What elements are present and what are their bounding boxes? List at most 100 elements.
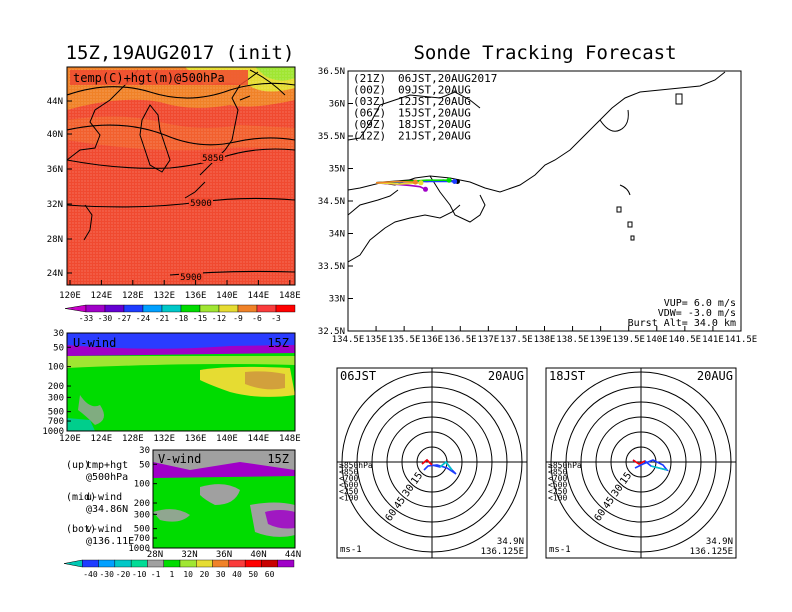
hodo-level-label: <250 xyxy=(339,487,358,496)
hodo-level-label: <100 xyxy=(339,494,358,503)
uwind-p-label: 200 xyxy=(48,382,64,392)
wind-colorbar-swatch xyxy=(196,559,213,568)
wind-colorbar-swatch xyxy=(277,559,295,568)
uwind-lon-label: 148E xyxy=(279,434,301,444)
map500-lat-label: 36N xyxy=(47,165,63,175)
uwind-lon-label: 140E xyxy=(216,434,238,444)
temp-colorbar-swatch xyxy=(256,304,277,313)
hodo-trace-mid xyxy=(650,465,668,471)
track-legend-time: 12JST,20AUG xyxy=(398,95,471,108)
side-note-value: u-wind xyxy=(86,492,122,503)
wind-colorbar-label: -40 xyxy=(83,570,98,579)
temp-colorbar-swatch xyxy=(199,304,220,313)
side-note-value: v-wind xyxy=(86,524,122,535)
vwind-lat-label: 40N xyxy=(250,550,266,560)
map500-frame xyxy=(66,66,296,286)
wind-colorbar-swatch xyxy=(212,559,230,568)
hodo-level-label: <500 xyxy=(548,481,567,490)
coast-hokkaido xyxy=(249,69,286,96)
hodo-level-label: <850 xyxy=(339,468,358,477)
temp-colorbar-swatch xyxy=(275,304,296,313)
track-lat-label: 34N xyxy=(329,230,345,240)
track-end-marker xyxy=(446,177,452,183)
hodo-level-label: <700 xyxy=(339,474,358,483)
side-note-key: (bot) xyxy=(66,524,96,535)
track-legend-time: 15JST,20AUG xyxy=(398,107,471,120)
map500-lat-label: 28N xyxy=(47,235,63,245)
track-coast-bay xyxy=(599,109,629,132)
track-lat-label: 36N xyxy=(329,100,345,110)
uwind-lon-label: 136E xyxy=(185,434,207,444)
hodo-level-label: <100 xyxy=(548,494,567,503)
map500-lon-label: 124E xyxy=(91,291,113,301)
contour-label: 5900 xyxy=(190,199,212,209)
wind-colorbar-swatch xyxy=(114,559,132,568)
wind-colorbar-swatch xyxy=(130,559,148,568)
track-lat-label: 32.5N xyxy=(318,327,345,337)
uwind-p-label: 700 xyxy=(48,417,64,427)
temp-colorbar: -33 -30 -27 -24 -21 -18 -15 -12 -9 -6 -3 xyxy=(64,304,296,323)
hodo-unit: ms-1 xyxy=(549,545,571,555)
wind-colorbar-swatch xyxy=(244,559,262,568)
hodo-frame xyxy=(336,367,528,559)
vwind-p-label: 300 xyxy=(134,510,150,520)
temp-colorbar-label: -30 xyxy=(98,314,113,323)
track-lon-label: 138E xyxy=(534,335,556,345)
uwind-lon-label: 132E xyxy=(153,434,175,444)
uwind-p-label: 500 xyxy=(48,408,64,418)
map500-lon-label: 128E xyxy=(122,291,144,301)
hodo-frame xyxy=(545,367,737,559)
side-note-key: (mid) xyxy=(66,492,96,503)
wind-colorbar-label: -1 xyxy=(151,570,161,579)
side-note-value: @136.11E xyxy=(86,536,134,547)
left-title: 15Z,19AUG2017 (init) xyxy=(66,42,295,64)
wind-colorbar-label: 1 xyxy=(169,570,174,579)
vwind-label: V-wind xyxy=(158,452,201,466)
track-island-2 xyxy=(616,206,622,213)
track-coast-north xyxy=(348,91,481,141)
vwind-frame xyxy=(152,449,296,549)
wind-colorbar-swatch xyxy=(98,559,116,568)
uwind-p-label: 300 xyxy=(48,393,64,403)
track-coast-shikoku xyxy=(348,204,461,263)
wind-colorbar-label: 40 xyxy=(232,570,242,579)
wind-colorbar-swatch xyxy=(82,559,99,568)
hodo-lon: 136.125E xyxy=(481,547,524,557)
wind-colorbar-label: 30 xyxy=(216,570,226,579)
map500-lat-label: 40N xyxy=(47,130,63,140)
vwind-p-label: 700 xyxy=(134,534,150,544)
wind-colorbar-label: -20 xyxy=(116,570,131,579)
map500-lon-label: 120E xyxy=(59,291,81,301)
wind-colorbar-swatch xyxy=(179,559,197,568)
temp-colorbar-label: -12 xyxy=(212,314,227,323)
track-coast-kii xyxy=(429,175,486,223)
wind-colorbar-label: 60 xyxy=(265,570,275,579)
track-frame xyxy=(347,70,742,332)
track-lon-label: 136E xyxy=(421,335,443,345)
hodo-date: 20AUG xyxy=(488,369,524,383)
temp-colorbar-arrow-low xyxy=(64,304,87,313)
side-note-value: @500hPa xyxy=(86,472,128,483)
hodo-trace-low xyxy=(632,459,646,465)
track-lat-label: 35.5N xyxy=(318,132,345,142)
track-lat-label: 33N xyxy=(329,295,345,305)
hodo-level-label: <250 xyxy=(548,487,567,496)
track-island-1 xyxy=(619,184,631,196)
map500-lon-label: 140E xyxy=(216,291,238,301)
vwind-field-gray-mid xyxy=(200,484,240,505)
vwind-p-label: 500 xyxy=(134,525,150,535)
track-end-marker xyxy=(412,179,418,185)
temp-colorbar-swatch xyxy=(123,304,144,313)
vwind-field-gray-left xyxy=(153,509,190,522)
track-legend-time: 06JST,20AUG2017 xyxy=(398,72,497,85)
temp-colorbar-swatch xyxy=(142,304,163,313)
track-legend-time: 09JST,20AUG xyxy=(398,84,471,97)
uwind-field-cyan xyxy=(67,418,95,431)
hodo-level-label: <700 xyxy=(548,474,567,483)
track-lat-label: 35N xyxy=(329,165,345,175)
vwind-lat-label: 36N xyxy=(216,550,232,560)
map500-panel: temp(C)+hgt(m)@500hPa 5850 5900 5900 44N 40… xyxy=(47,66,301,301)
track-lon-label: 141E xyxy=(702,335,724,345)
side-notes: (up)tmp+hgt@500hPa (mid)u-wind@34.86N (bot… xyxy=(66,460,134,547)
track-lon-label: 139.5E xyxy=(612,335,645,345)
